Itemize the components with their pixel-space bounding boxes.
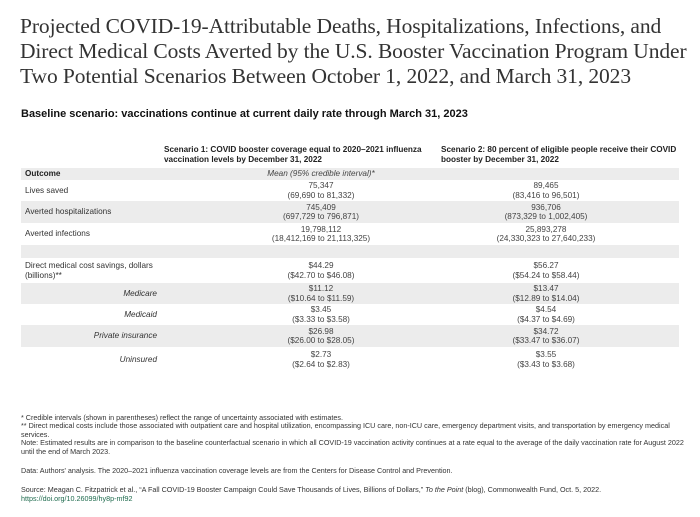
table-row: Lives saved 75,347 (69,690 to 81,332) 89,… <box>21 180 679 201</box>
table-header-row: Outcome Mean (95% credible interval)* <box>21 168 679 180</box>
scenario-2-cell: 936,706 (873,329 to 1,002,405) <box>504 202 588 222</box>
scenario-2-cell: $34.72 ($33.47 to $36.07) <box>512 326 580 346</box>
table-row: Averted hospitalizations 745,409 (697,729… <box>21 201 679 223</box>
publication-name: To the Point <box>425 485 464 494</box>
table-row: Averted infections 19,798,112 (18,412,169… <box>21 223 679 245</box>
table-row: Uninsured $2.73 ($2.64 to $2.83) $3.55 ($3… <box>21 347 679 372</box>
baseline-subtitle: Baseline scenario: vaccinations continue… <box>21 108 468 120</box>
outcome-header: Outcome <box>25 169 61 179</box>
footnote-note: Note: Estimated results are in compariso… <box>21 438 684 456</box>
source-citation: Source: Meagan C. Fitzpatrick et al., “A… <box>21 485 686 503</box>
row-label: Direct medical cost savings, dollars (bi… <box>25 261 153 280</box>
scenario-1-cell: 75,347 (69,690 to 81,332) <box>287 181 355 200</box>
data-source-note: Data: Authors' analysis. The 2020–2021 i… <box>21 466 453 475</box>
row-label: Private insurance <box>93 331 157 341</box>
row-label: Averted infections <box>25 229 90 239</box>
row-label: Medicare <box>123 288 157 298</box>
footnotes: * Credible intervals (shown in parenthes… <box>21 413 686 456</box>
scenario-1-cell: 745,409 (697,729 to 796,871) <box>282 202 360 222</box>
figure-title: Projected COVID-19-Attributable Deaths, … <box>20 14 687 89</box>
source-prefix: Source: Meagan C. Fitzpatrick et al., “A… <box>21 485 426 494</box>
row-label: Medicaid <box>124 309 157 319</box>
results-table: Outcome Mean (95% credible interval)* Li… <box>21 168 679 372</box>
table-row: Private insurance $26.98 ($26.00 to $28.0… <box>21 325 679 347</box>
mean-ci-header: Mean (95% credible interval)* <box>267 169 375 179</box>
table-row: Medicaid $3.45 ($3.33 to $3.58) $4.54 ($4.… <box>21 304 679 325</box>
scenario-1-cell: $3.45 ($3.33 to $3.58) <box>292 305 350 324</box>
scenario-2-cell: 25,893,278 (24,330,323 to 27,640,233) <box>496 224 596 244</box>
scenario-2-header: Scenario 2: 80 percent of eligible peopl… <box>441 145 677 164</box>
source-suffix: (blog), Commonwealth Fund, Oct. 5, 2022. <box>463 485 602 494</box>
scenario-2-cell: $56.27 ($54.24 to $58.44) <box>512 261 580 280</box>
row-label: Lives saved <box>25 185 69 195</box>
scenario-1-cell: 19,798,112 (18,412,169 to 21,113,325) <box>271 224 371 244</box>
footnote-credible-intervals: * Credible intervals (shown in parenthes… <box>21 413 344 422</box>
scenario-1-cell: $2.73 ($2.64 to $2.83) <box>292 350 350 369</box>
scenario-1-cell: $11.12 ($10.64 to $11.59) <box>287 284 355 303</box>
table-row: Direct medical cost savings, dollars (bi… <box>21 258 679 283</box>
title-line-1: Projected COVID-19-Attributable Deaths, … <box>20 14 662 38</box>
row-label: Uninsured <box>119 354 157 364</box>
table-row: Medicare $11.12 ($10.64 to $11.59) $13.47… <box>21 283 679 304</box>
scenario-2-cell: 89,465 (83,416 to 96,501) <box>512 181 580 200</box>
scenario-1-header: Scenario 1: COVID booster coverage equal… <box>164 145 422 164</box>
scenario-1-cell: $26.98 ($26.00 to $28.05) <box>287 326 355 346</box>
spacer-row <box>21 245 679 258</box>
scenario-1-cell: $44.29 ($42.70 to $46.08) <box>287 261 355 280</box>
title-line-3: Two Potential Scenarios Between October … <box>20 64 631 88</box>
scenario-2-cell: $4.54 ($4.37 to $4.69) <box>517 305 575 324</box>
scenario-2-cell: $13.47 ($12.89 to $14.04) <box>512 284 580 303</box>
scenario-2-cell: $3.55 ($3.43 to $3.68) <box>517 350 575 369</box>
doi-link[interactable]: https://doi.org/10.26099/hy8p-mf92 <box>21 493 133 503</box>
row-label: Averted hospitalizations <box>25 207 112 217</box>
title-line-2: Direct Medical Costs Averted by the U.S.… <box>20 39 687 63</box>
footnote-direct-costs: ** Direct medical costs include those as… <box>21 421 670 439</box>
